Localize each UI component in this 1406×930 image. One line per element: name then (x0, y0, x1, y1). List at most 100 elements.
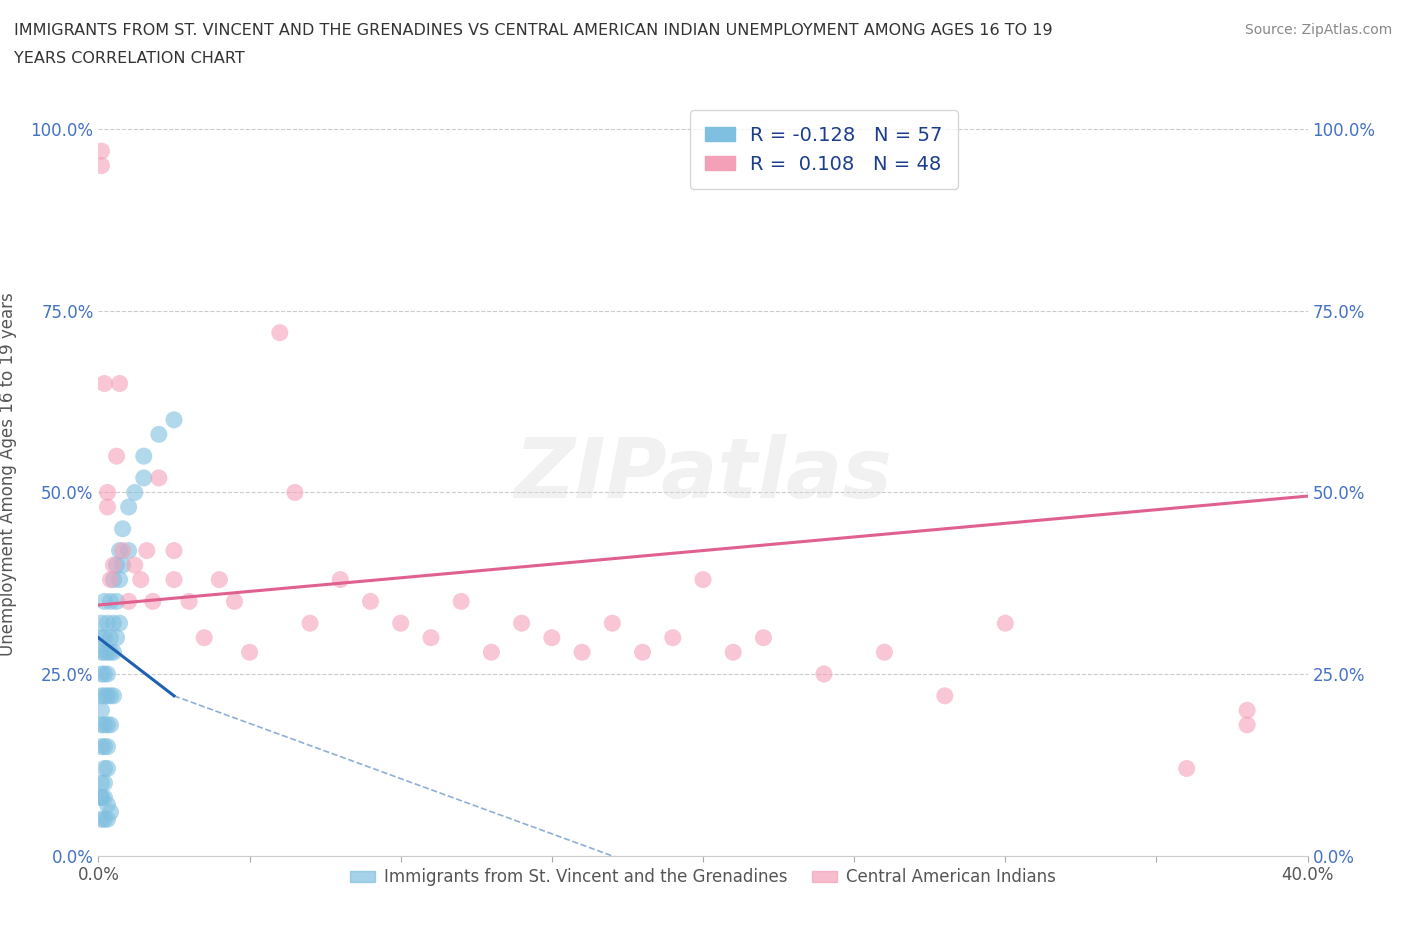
Point (90, 631, 112, 645)
Point (90, 688, 112, 703)
Y-axis label: Unemployment Among Ages 16 to 19 years: Unemployment Among Ages 16 to 19 years (0, 292, 17, 657)
Point (93, 812, 115, 827)
Point (208, 572, 231, 587)
Point (224, 594, 246, 609)
Point (103, 558, 125, 573)
Point (100, 631, 122, 645)
Point (90, 776, 112, 790)
Point (96, 717, 118, 732)
Point (105, 448, 128, 463)
Point (752, 631, 775, 645)
Point (813, 667, 835, 682)
Point (148, 471, 170, 485)
Point (96, 485, 118, 500)
Point (269, 326, 291, 340)
Point (90, 812, 112, 827)
Point (132, 471, 155, 485)
Point (179, 594, 201, 609)
Point (96, 812, 118, 827)
Point (132, 448, 155, 463)
Point (142, 594, 165, 609)
Point (118, 499, 141, 514)
Point (105, 558, 128, 573)
Point (96, 667, 118, 682)
Point (692, 572, 714, 587)
Point (135, 543, 157, 558)
Point (93, 376, 115, 391)
Point (284, 485, 307, 500)
Point (111, 543, 134, 558)
Point (148, 427, 170, 442)
Point (90, 790, 112, 805)
Point (481, 644, 503, 659)
Point (100, 804, 122, 819)
Point (96, 499, 118, 514)
Point (93, 594, 115, 609)
Point (420, 631, 443, 645)
Point (111, 558, 134, 573)
Point (96, 644, 118, 659)
Point (934, 688, 956, 703)
Point (124, 558, 146, 573)
Point (93, 688, 115, 703)
Point (108, 572, 131, 587)
Point (108, 543, 131, 558)
Point (93, 790, 115, 805)
Point (100, 644, 122, 659)
Point (994, 616, 1017, 631)
Legend: Immigrants from St. Vincent and the Grenadines, Central American Indians: Immigrants from St. Vincent and the Gren… (344, 862, 1062, 893)
Point (96, 688, 118, 703)
Point (1175, 761, 1198, 776)
Point (93, 717, 115, 732)
Point (329, 572, 352, 587)
Text: ZIPatlas: ZIPatlas (515, 433, 891, 515)
Point (360, 594, 382, 609)
Text: Source: ZipAtlas.com: Source: ZipAtlas.com (1244, 23, 1392, 37)
Point (105, 594, 128, 609)
Point (93, 739, 115, 754)
Point (239, 644, 262, 659)
Point (163, 412, 186, 427)
Point (93, 631, 115, 645)
Point (100, 572, 122, 587)
Point (103, 644, 125, 659)
Point (571, 644, 593, 659)
Point (100, 688, 122, 703)
Point (90, 667, 112, 682)
Point (90, 616, 112, 631)
Point (90, 644, 112, 659)
Point (100, 594, 122, 609)
Point (103, 616, 125, 631)
Point (1236, 717, 1258, 732)
Point (631, 644, 654, 659)
Point (510, 616, 533, 631)
Point (163, 543, 186, 558)
Point (100, 717, 122, 732)
Point (96, 761, 118, 776)
Point (103, 572, 125, 587)
Point (90, 717, 112, 732)
Point (96, 739, 118, 754)
Point (96, 616, 118, 631)
Point (1236, 703, 1258, 718)
Point (299, 616, 322, 631)
Point (105, 631, 128, 645)
Point (111, 522, 134, 537)
Point (540, 631, 562, 645)
Point (108, 376, 131, 391)
Point (90, 790, 112, 805)
Point (96, 797, 118, 812)
Point (118, 543, 141, 558)
Point (108, 616, 131, 631)
Point (873, 644, 896, 659)
Point (602, 616, 624, 631)
Point (90, 143, 112, 158)
Point (90, 739, 112, 754)
Text: IMMIGRANTS FROM ST. VINCENT AND THE GRENADINES VS CENTRAL AMERICAN INDIAN UNEMPL: IMMIGRANTS FROM ST. VINCENT AND THE GREN… (14, 23, 1053, 38)
Point (103, 688, 125, 703)
Point (93, 644, 115, 659)
Point (93, 761, 115, 776)
Point (163, 572, 186, 587)
Point (389, 616, 412, 631)
Text: YEARS CORRELATION CHART: YEARS CORRELATION CHART (14, 51, 245, 66)
